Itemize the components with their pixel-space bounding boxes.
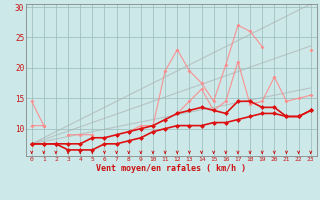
X-axis label: Vent moyen/en rafales ( km/h ): Vent moyen/en rafales ( km/h ) [96, 164, 246, 173]
